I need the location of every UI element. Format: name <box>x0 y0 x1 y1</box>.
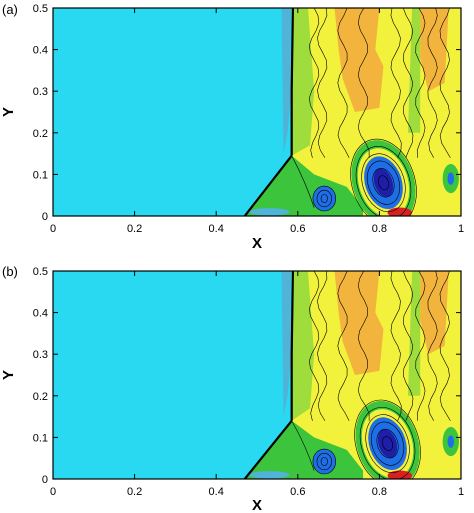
reflected-shock <box>243 420 293 479</box>
contour-line <box>317 8 328 158</box>
contour-line <box>309 8 320 158</box>
x-tick-label: 0.8 <box>372 223 387 235</box>
y-tick-label: 0 <box>42 474 48 486</box>
x-tick-label: 1 <box>458 486 464 498</box>
vortex-contour <box>354 399 421 479</box>
contour-line <box>415 8 426 158</box>
y-tick-label: 0.4 <box>33 308 48 320</box>
contour-line <box>402 8 414 158</box>
contour-line <box>439 8 451 158</box>
orange-plume-right <box>420 271 449 355</box>
small-vortex <box>312 449 336 475</box>
y-tick-label: 0 <box>42 211 48 223</box>
precursor-band <box>281 8 291 154</box>
small-vortex-contour <box>316 452 332 471</box>
slip-line <box>291 155 315 208</box>
wall-pocket <box>248 208 290 216</box>
y-tick-label: 0.1 <box>33 169 48 181</box>
y-axis-title: Y <box>0 370 17 380</box>
x-axis-title: X <box>252 235 262 252</box>
y-tick-label: 0.2 <box>33 128 48 140</box>
edge-vortex-core <box>447 435 455 448</box>
x-tick-label: 0 <box>50 223 56 235</box>
incident-shock <box>290 8 295 156</box>
vortex-contour <box>366 160 401 205</box>
plot-frame <box>52 7 462 217</box>
contour-line <box>337 8 350 158</box>
contour-line <box>309 271 320 421</box>
small-vortex-contour <box>316 189 332 208</box>
post-shock-band <box>291 271 315 421</box>
x-tick-label: 0.4 <box>209 486 224 498</box>
small-vortex <box>312 186 336 212</box>
contour-line <box>390 8 402 158</box>
y-tick-label: 0.1 <box>33 432 48 444</box>
y-tick-label: 0.4 <box>33 45 48 57</box>
x-tick-label: 0.2 <box>127 223 142 235</box>
slip-line <box>291 420 315 471</box>
wall-pocket <box>248 471 290 479</box>
plot-frame <box>52 270 462 480</box>
panel-label: (b) <box>2 264 18 279</box>
y-tick-label: 0.3 <box>33 349 48 361</box>
panel-label: (a) <box>2 2 18 17</box>
x-tick-label: 0.6 <box>290 486 305 498</box>
panel-b: 0 0.2 0.4 0.6 0.8 1 0 0.1 0.2 0.3 0.4 0.5 X Y (b) <box>0 264 464 513</box>
x-tick-label: 0.6 <box>290 223 305 235</box>
post-shock-band <box>291 8 315 156</box>
vortex-contour <box>372 168 395 198</box>
y-axis-title: Y <box>0 107 17 117</box>
orange-plume <box>334 271 384 375</box>
green-column <box>407 8 421 133</box>
small-vortex-contour <box>320 194 328 203</box>
vortex-contour <box>355 146 412 216</box>
small-vortex-contour <box>320 457 328 466</box>
x-tick-label: 0.8 <box>372 486 387 498</box>
contour-line <box>357 271 370 421</box>
contour-line <box>402 271 414 421</box>
incident-shock <box>290 271 295 421</box>
edge-vortex-core <box>447 172 455 185</box>
contour-line <box>427 271 438 421</box>
contour-line <box>390 271 402 421</box>
x-tick-label: 0.2 <box>127 486 142 498</box>
vortex-contour <box>359 407 416 479</box>
vortex-ring-3 <box>373 168 394 197</box>
green-column <box>407 271 421 396</box>
contour-line <box>439 271 451 421</box>
vortex-ring-3 <box>377 429 398 458</box>
contour-line <box>317 271 328 421</box>
small-vortex-contour <box>312 185 337 212</box>
contour-line <box>415 271 426 421</box>
y-tick-label: 0.5 <box>33 266 48 278</box>
contour-line <box>357 8 370 158</box>
y-tick-label: 0.3 <box>33 86 48 98</box>
x-tick-label: 1 <box>458 223 464 235</box>
vortex-contour <box>350 138 417 216</box>
orange-plume <box>334 8 384 112</box>
vortex-contour <box>370 421 405 466</box>
y-tick-label: 0.2 <box>33 391 48 403</box>
vortex-contour <box>382 436 394 452</box>
orange-plume-right <box>420 8 449 92</box>
contour-line <box>337 271 350 421</box>
contour-line <box>427 8 438 158</box>
x-tick-label: 0 <box>50 486 56 498</box>
precursor-band <box>281 271 291 417</box>
x-axis-title: X <box>252 497 262 513</box>
vortex-contour <box>365 414 410 473</box>
plot-area <box>53 271 461 479</box>
plot-area <box>53 8 461 216</box>
vortex-contour <box>376 428 399 459</box>
y-tick-label: 0.5 <box>33 3 48 15</box>
reflected-shock <box>243 155 293 216</box>
x-tick-label: 0.4 <box>209 223 224 235</box>
vortex-contour <box>378 175 389 191</box>
small-vortex-contour <box>312 448 337 475</box>
vortex-contour <box>361 153 406 213</box>
panel-a: 0 0.2 0.4 0.6 0.8 1 0 0.1 0.2 0.3 0.4 0.5 X Y (a) <box>0 2 464 252</box>
